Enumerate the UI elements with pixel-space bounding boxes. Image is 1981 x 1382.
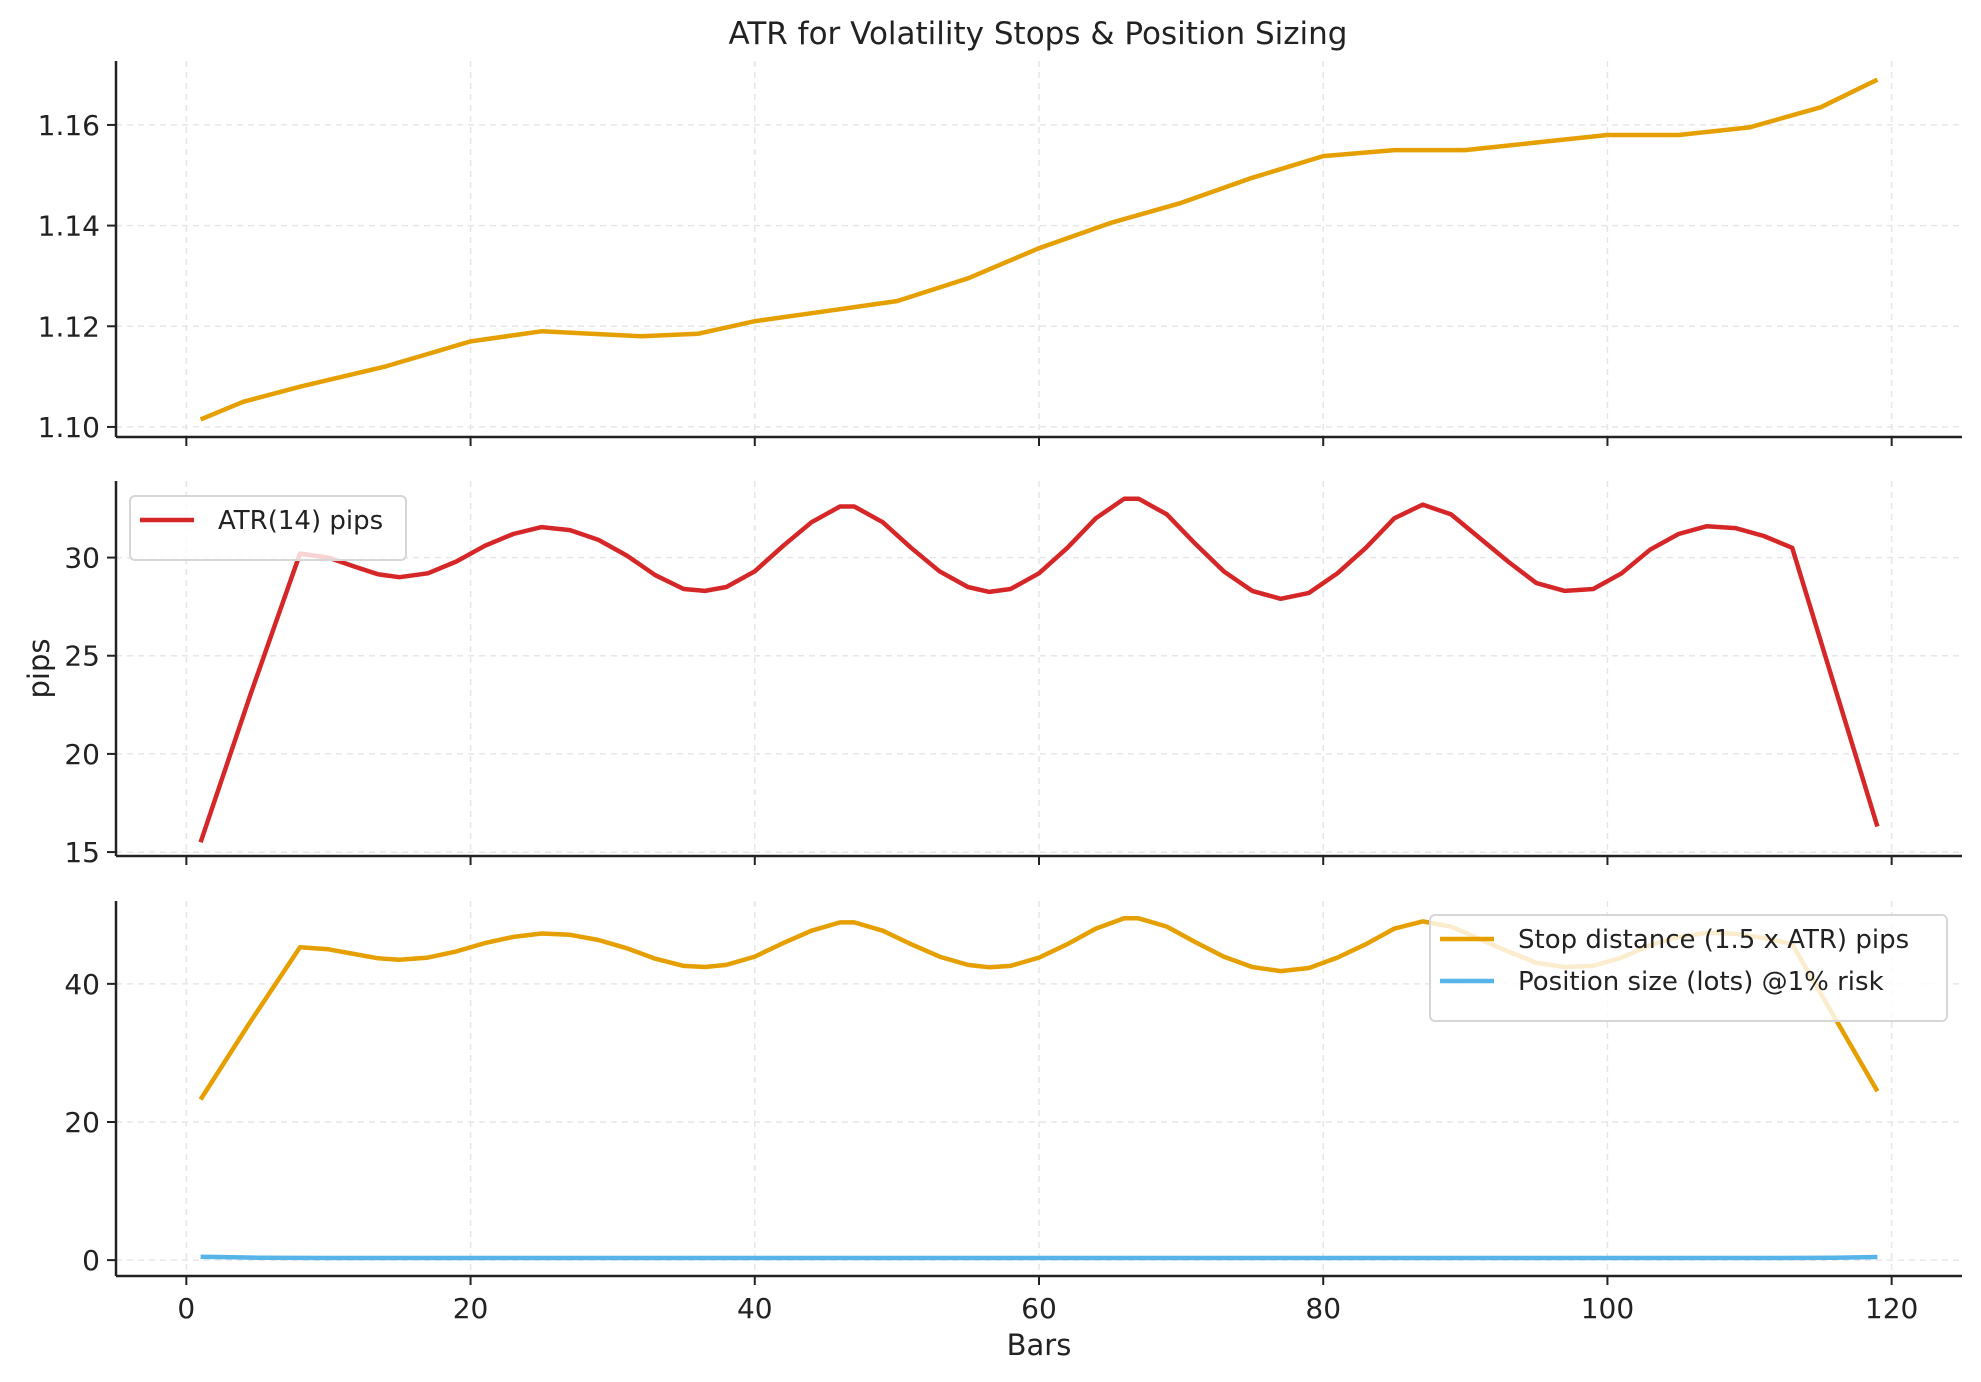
legend-label: ATR(14) pips: [218, 506, 383, 536]
y-tick-label: 20: [64, 1106, 100, 1139]
y-axis-label: pips: [22, 639, 56, 699]
x-tick-label: 20: [453, 1292, 489, 1325]
y-tick-label: 1.12: [38, 310, 100, 343]
panel-2: 15 20 25 30 pips ATR(14) pips: [22, 481, 1962, 869]
x-tick-label: 120: [1865, 1292, 1918, 1325]
y-tick-label: 15: [64, 836, 100, 869]
y-tick-label: 1.16: [38, 109, 100, 142]
panel-1: 1.10 1.12 1.14 1.16: [38, 61, 1962, 446]
x-tick-label: 40: [737, 1292, 773, 1325]
y-tick-label: 30: [64, 542, 100, 575]
y-tick-label: 0: [82, 1244, 100, 1277]
y-tick-label: 1.10: [38, 411, 100, 444]
series-line-1-1: [199, 77, 1879, 422]
series-line-2-1: [198, 496, 1880, 844]
y-tick-label: 25: [64, 640, 100, 673]
y-tick-label: 1.14: [38, 210, 100, 243]
legend: ATR(14) pips: [129, 495, 407, 561]
legend-label: Stop distance (1.5 x ATR) pips: [1518, 925, 1909, 955]
legend-box: [1429, 914, 1948, 1022]
chart-title: ATR for Volatility Stops & Position Sizi…: [729, 16, 1348, 52]
x-axis-label: Bars: [1007, 1328, 1072, 1362]
legend-label: Position size (lots) @1% risk: [1518, 967, 1884, 997]
panel-3: 0 20 40 0 20 40 60 80 100 120 Stop distance (1.5 x…: [64, 901, 1962, 1325]
legend: Stop distance (1.5 x ATR) pips Position s…: [1429, 914, 1948, 1022]
x-tick-label: 60: [1021, 1292, 1057, 1325]
series-line-3-2: [200, 1254, 1878, 1261]
x-tick-label: 80: [1305, 1292, 1341, 1325]
x-tick-label: 0: [177, 1292, 195, 1325]
x-tick-label: 100: [1581, 1292, 1634, 1325]
y-tick-label: 20: [64, 738, 100, 771]
y-tick-label: 40: [64, 968, 100, 1001]
legend-box: [129, 495, 407, 561]
